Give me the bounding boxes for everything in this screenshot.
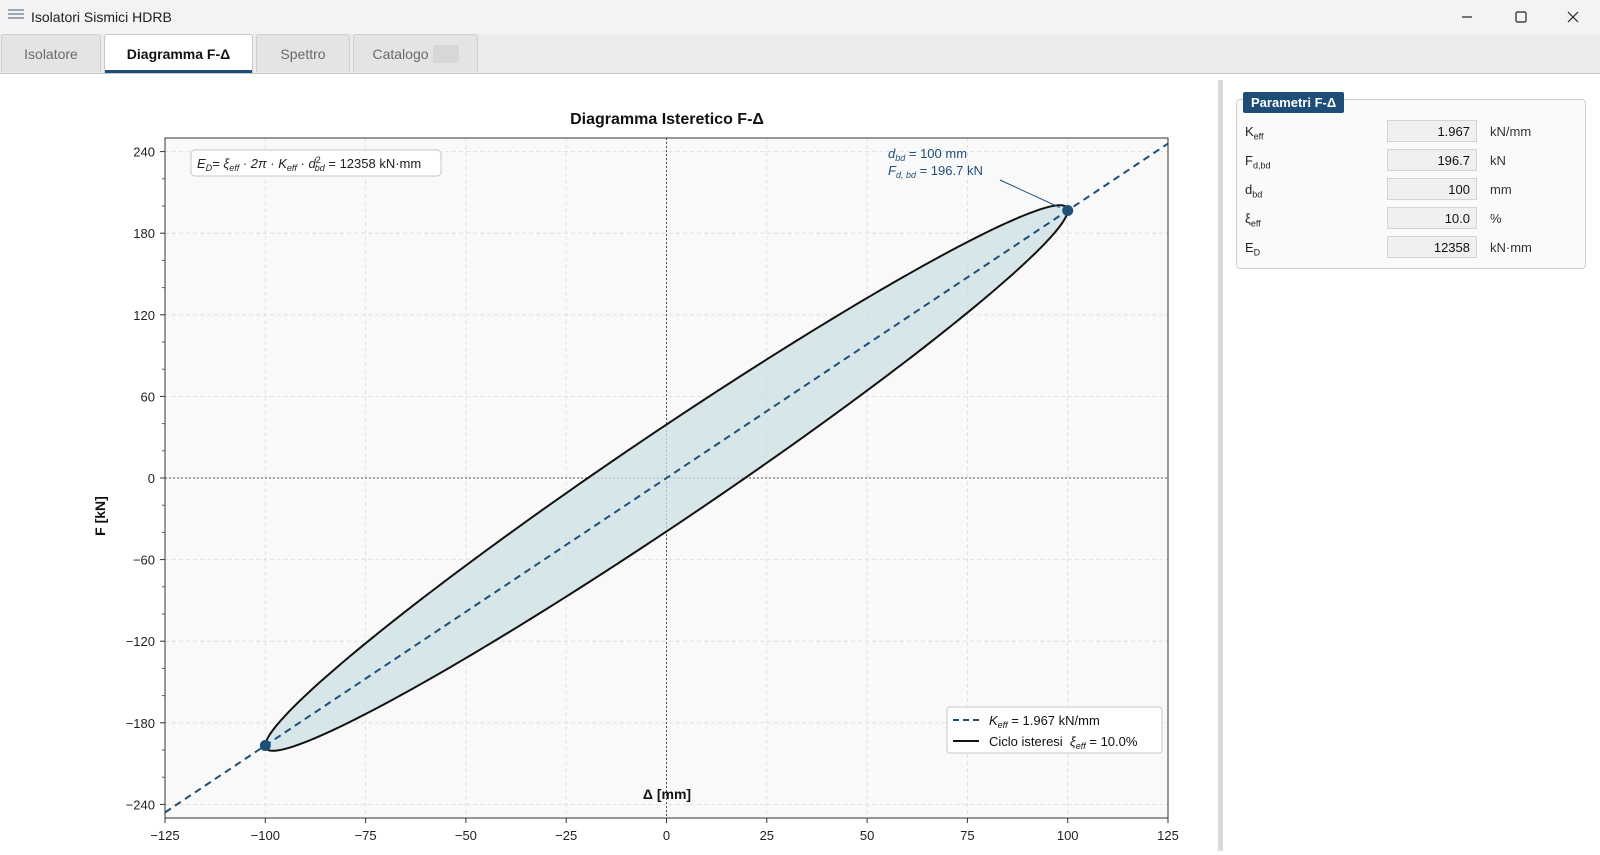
close-button[interactable] [1546,0,1600,34]
x-tick-label: 50 [860,828,874,843]
chart-title: Diagramma Isteretico F-Δ [570,111,764,128]
param-label: dbd [1245,182,1263,200]
peak-point [1062,204,1074,216]
param-value-fdbd[interactable]: 196.7 [1387,149,1477,171]
x-tick-label: 0 [663,828,670,843]
keff-secant-line [165,142,1168,814]
param-label: Fd,bd [1245,153,1271,171]
y-tick-label: 60 [141,389,155,404]
annotation-d: dbd = 100 mm [888,146,967,163]
param-unit: kN/mm [1490,124,1532,139]
tab-catalogo[interactable]: Catalogo [353,34,478,72]
legend [946,706,1163,754]
x-ticks: −125 −100 −75 −50 −25 0 25 50 75 100 125 [150,818,1179,843]
app-icon [8,9,24,23]
param-label: ξeff [1245,211,1261,229]
y-axis-label: F [kN] [92,496,108,536]
close-icon [1567,11,1579,23]
annotation-f: Fd, bd = 196.7 kN [888,163,983,180]
minimize-icon [1462,16,1472,18]
param-unit: % [1490,211,1502,226]
param-unit: kN [1490,153,1506,168]
peak-point [259,740,271,752]
y-tick-label: −60 [133,553,155,568]
peak-points [259,204,1074,752]
tab-bar: Isolatore Diagramma F-Δ Spettro Catalogo [0,34,1600,74]
param-row-dbd: dbd 100 mm [1245,178,1585,200]
y-tick-label: 0 [148,471,155,486]
y-tick-label: −240 [126,797,155,812]
x-tick-label: 25 [760,828,774,843]
panel-splitter[interactable] [1218,80,1223,851]
tab-spettro[interactable]: Spettro [256,34,350,72]
y-tick-label: −120 [126,634,155,649]
legend-cycle-label: Ciclo isteresi ξeff = 10.0% [989,734,1138,751]
tab-diagramma[interactable]: Diagramma F-Δ [104,34,253,73]
param-row-keff: Keff 1.967 kN/mm [1245,120,1585,142]
energy-formula: ED= ξeff · 2π · Keff · d2 bd = 12358 kN·m… [197,155,421,173]
param-row-fdbd: Fd,bd 196.7 kN [1245,149,1585,171]
y-tick-label: 240 [133,145,155,160]
param-row-ed: ED 12358 kN·mm [1245,236,1585,258]
tab-label: Catalogo [372,45,429,62]
x-tick-label: −125 [150,828,179,843]
y-ticks: 240 180 120 60 0 −60 −120 −180 −240 [126,145,165,812]
param-value-ed[interactable]: 12358 [1387,236,1477,258]
y-tick-label: −180 [126,716,155,731]
y-tick-label: 120 [133,308,155,323]
param-label: ED [1245,240,1261,258]
minimize-button[interactable] [1440,0,1494,34]
hysteresis-chart: −125 −100 −75 −50 −25 0 25 50 75 100 125 240 180 120… [92,111,1179,843]
energy-box [190,149,442,177]
param-unit: mm [1490,182,1512,197]
annotation-arrow [999,179,1060,208]
x-tick-label: −25 [555,828,577,843]
legend-keff-label: Keff = 1.967 kN/mm [989,713,1100,730]
params-title: Parametri F-Δ [1243,92,1345,113]
tab-label: Spettro [280,45,326,62]
tab-label: Diagramma F-Δ [126,46,231,62]
maximize-icon [1515,11,1527,23]
x-axis-label: Δ [mm] [643,786,691,802]
x-tick-label: −100 [251,828,280,843]
tab-isolatore[interactable]: Isolatore [1,34,101,72]
x-tick-label: −50 [455,828,477,843]
x-tick-label: −75 [355,828,377,843]
param-value-xieff[interactable]: 10.0 [1387,207,1477,229]
maximize-button[interactable] [1494,0,1548,34]
x-tick-label: 100 [1057,828,1079,843]
x-tick-label: 125 [1157,828,1179,843]
y-tick-label: 180 [133,226,155,241]
window-title: Isolatori Sismici HDRB [31,9,172,25]
x-tick-label: 75 [960,828,974,843]
param-unit: kN·mm [1490,240,1532,255]
param-label: Keff [1245,124,1264,142]
param-value-keff[interactable]: 1.967 [1387,120,1477,142]
title-bar: Isolatori Sismici HDRB [0,0,1600,34]
param-value-dbd[interactable]: 100 [1387,178,1477,200]
tab-badge [432,44,459,63]
tab-label: Isolatore [24,45,78,62]
param-row-xieff: ξeff 10.0 % [1245,207,1585,229]
